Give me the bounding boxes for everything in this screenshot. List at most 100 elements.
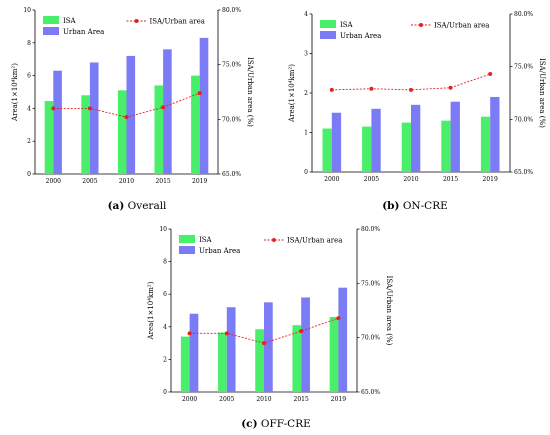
x-tick-label: 2005 [82, 178, 97, 185]
x-tick-label: 2019 [483, 176, 498, 183]
bar-urban-area-2010 [264, 302, 273, 392]
bar-urban-area-2015 [163, 49, 172, 174]
y-right-tick-label: 75.0% [361, 280, 380, 287]
bar-urban-area-2019 [199, 37, 209, 174]
y-right-tick-label: 75.0% [514, 64, 533, 71]
y-tick-label: 0 [163, 389, 167, 396]
panel-caption: (c) OFF-CRE [241, 418, 311, 430]
y-tick-label: 0 [27, 171, 31, 178]
legend-swatch-urban-area [320, 31, 336, 39]
y-tick-label: 2 [27, 138, 31, 145]
panel-caption: (a) Overall [108, 200, 167, 212]
bar-urban-area-2015 [450, 101, 460, 172]
ratio-point-2019 [197, 91, 202, 96]
bar-isa-2019 [191, 75, 200, 174]
y-tick-label: 4 [163, 324, 167, 331]
legend-label-isa: ISA [63, 17, 77, 25]
y-tick-label: 10 [159, 226, 167, 233]
y-right-axis-title: ISA/Urban area (%) [385, 276, 393, 346]
y-tick-label: 4 [27, 105, 31, 112]
ratio-point-2010 [262, 341, 266, 346]
y-tick-label: 2 [163, 356, 167, 363]
bar-isa-2015 [292, 325, 302, 392]
x-tick-label: 2000 [182, 396, 197, 403]
y-tick-label: 6 [163, 291, 167, 298]
y-tick-label: 8 [163, 259, 167, 266]
legend-marker-ratio [419, 23, 423, 27]
ratio-line [331, 73, 491, 91]
bar-isa-2015 [154, 85, 164, 174]
bar-isa-2000 [44, 101, 54, 174]
y-tick-label: 0 [304, 169, 308, 176]
legend-label-ratio: ISA/Urban area [434, 22, 489, 30]
bar-isa-2005 [362, 126, 372, 172]
y-axis-title: Area(1×10⁴km²) [11, 63, 19, 122]
ratio-point-2000 [329, 87, 334, 92]
ratio-point-2010 [409, 87, 413, 92]
bar-isa-2010 [255, 329, 264, 392]
bar-isa-2015 [441, 120, 451, 172]
y-right-tick-label: 65.0% [361, 389, 380, 396]
caption-label: (b) [382, 200, 399, 212]
y-axis-title: Area(1×10⁴km²) [147, 281, 155, 340]
bar-urban-area-2000 [331, 112, 342, 172]
x-tick-label: 2010 [119, 178, 134, 185]
y-axis-title: Area(1×10⁴km²) [288, 64, 296, 123]
bar-isa-2010 [401, 122, 411, 172]
ratio-point-2019 [488, 72, 493, 77]
caption-label: (c) [241, 418, 257, 430]
legend-swatch-isa [320, 20, 336, 28]
legend-label-ratio: ISA/Urban area [150, 18, 205, 26]
y-tick-label: 3 [304, 51, 308, 58]
y-right-tick-label: 65.0% [222, 171, 241, 178]
legend-swatch-isa [179, 235, 195, 243]
legend-label-urban-area: Urban Area [199, 247, 240, 255]
y-tick-label: 1 [304, 130, 308, 137]
x-tick-label: 2010 [256, 396, 271, 403]
bar-isa-2005 [81, 95, 90, 174]
y-right-axis-title: ISA/Urban area (%) [538, 58, 546, 128]
y-right-tick-label: 70.0% [361, 335, 380, 342]
y-tick-label: 4 [304, 11, 308, 18]
caption-label: (a) [108, 200, 125, 212]
legend-label-ratio: ISA/Urban area [287, 237, 342, 245]
x-tick-label: 2000 [46, 178, 61, 185]
y-right-tick-label: 80.0% [361, 226, 380, 233]
ratio-point-2005 [369, 86, 374, 91]
bar-urban-area-2005 [371, 108, 381, 172]
y-tick-label: 10 [23, 7, 31, 14]
legend-label-isa: ISA [340, 21, 354, 29]
legend-swatch-urban-area [43, 27, 59, 35]
panel-caption: (b) ON-CRE [382, 200, 448, 212]
ratio-point-2019 [336, 316, 341, 321]
y-right-tick-label: 70.0% [222, 116, 241, 123]
ratio-point-2005 [224, 331, 229, 336]
x-tick-label: 2000 [324, 176, 339, 183]
bar-urban-area-2010 [411, 104, 421, 172]
legend-swatch-isa [43, 16, 59, 24]
legend-marker-ratio [272, 238, 276, 242]
ratio-point-2015 [448, 85, 453, 90]
y-right-tick-label: 70.0% [514, 116, 533, 123]
x-tick-label: 2015 [294, 396, 309, 403]
bar-isa-2005 [218, 332, 227, 392]
y-right-axis-title: ISA/Urban area (%) [246, 57, 254, 127]
ratio-point-2015 [299, 329, 304, 334]
x-tick-label: 2019 [192, 178, 207, 185]
bar-urban-area-2005 [226, 307, 236, 392]
caption-text: Overall [124, 200, 167, 212]
x-tick-label: 2005 [219, 396, 234, 403]
ratio-line [189, 317, 339, 344]
legend-label-urban-area: Urban Area [340, 32, 381, 40]
caption-text: ON-CRE [399, 200, 447, 212]
bar-urban-area-2015 [301, 297, 310, 392]
bar-isa-2010 [117, 90, 127, 174]
ratio-point-2010 [124, 115, 129, 120]
bar-urban-area-2019 [338, 287, 348, 392]
legend-marker-ratio [134, 19, 139, 23]
bar-isa-2000 [180, 336, 190, 392]
ratio-point-2000 [51, 106, 56, 111]
y-right-tick-label: 75.0% [222, 62, 241, 69]
bar-isa-2000 [322, 128, 332, 172]
